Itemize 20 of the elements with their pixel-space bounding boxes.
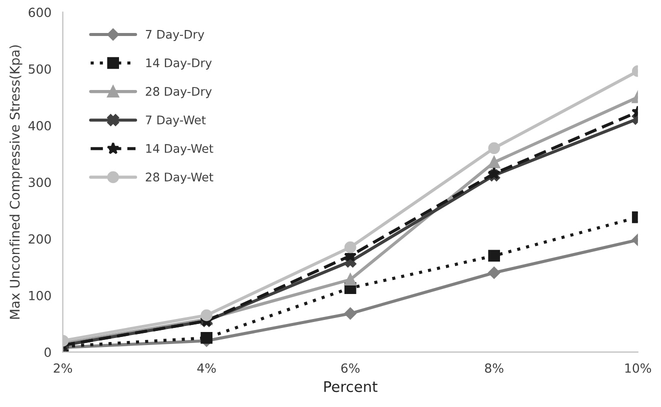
y-tick-label: 500 bbox=[28, 64, 51, 74]
x-tick-label: 8% bbox=[485, 363, 504, 373]
y-tick-label: 600 bbox=[28, 8, 51, 18]
legend-label: 14 Day-Wet bbox=[146, 144, 214, 156]
legend-label: 28 Day-Dry bbox=[146, 86, 212, 98]
legend-label: 7 Day-Dry bbox=[146, 30, 204, 42]
y-axis-title: Max Unconfined Compressive Stress(Kpa) bbox=[10, 45, 22, 319]
x-tick-label: 6% bbox=[341, 363, 360, 373]
x-axis-title: Percent bbox=[324, 381, 378, 392]
legend-label: 14 Day-Dry bbox=[146, 58, 212, 70]
y-tick-label: 400 bbox=[28, 120, 51, 130]
y-tick-label: 200 bbox=[28, 234, 51, 244]
x-tick-label: 4% bbox=[197, 363, 216, 373]
y-tick-label: 300 bbox=[28, 178, 51, 188]
legend-label: 7 Day-Wet bbox=[146, 116, 206, 127]
y-tick-label: 100 bbox=[29, 290, 51, 300]
x-tick-label: 2% bbox=[54, 363, 72, 373]
legend-label: 28 Day-Wet bbox=[146, 172, 214, 184]
y-tick-label: 0 bbox=[44, 348, 51, 357]
x-tick-label: 10% bbox=[625, 363, 652, 373]
